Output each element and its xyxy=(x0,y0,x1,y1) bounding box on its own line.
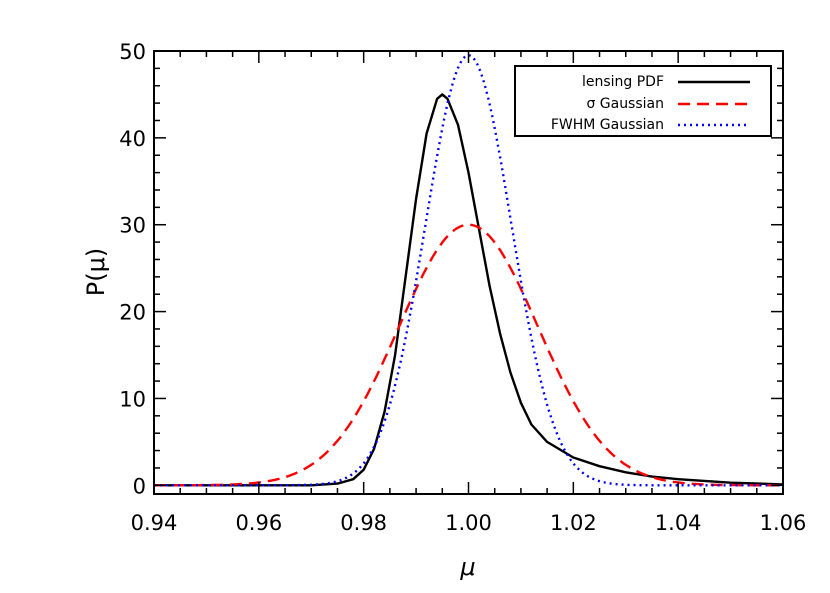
x-tick-label: 1.04 xyxy=(655,511,702,535)
tick-labels-layer: 0.94 0.96 0.98 1.00 1.02 1.04 1.06 0 10 20 30 40 50 xyxy=(119,40,806,535)
y-tick-label: 10 xyxy=(119,387,146,411)
x-axis-label: μ xyxy=(459,553,475,581)
y-tick-label: 20 xyxy=(119,301,146,325)
legend-label-sigma: σ Gaussian xyxy=(586,96,664,112)
legend-label-lensing: lensing PDF xyxy=(582,74,664,90)
legend-label-fwhm: FWHM Gaussian xyxy=(551,117,664,133)
y-tick-label: 40 xyxy=(119,127,146,151)
y-axis-label: P(μ) xyxy=(82,248,110,296)
y-tick-label: 50 xyxy=(119,40,146,64)
x-tick-label: 0.94 xyxy=(131,511,178,535)
legend: lensing PDF σ Gaussian FWHM Gaussian xyxy=(514,65,772,137)
series-line-2 xyxy=(154,223,783,487)
ticks-layer xyxy=(153,50,784,494)
y-tick-label: 30 xyxy=(119,214,146,238)
x-tick-label: 0.96 xyxy=(235,511,282,535)
legend-box xyxy=(514,65,772,137)
y-tick-label: 0 xyxy=(133,474,146,498)
x-tick-label: 1.02 xyxy=(550,511,597,535)
x-tick-label: 1.00 xyxy=(445,511,492,535)
x-tick-label: 1.06 xyxy=(760,511,807,535)
x-tick-label: 0.98 xyxy=(340,511,387,535)
series-line-1 xyxy=(154,93,784,487)
